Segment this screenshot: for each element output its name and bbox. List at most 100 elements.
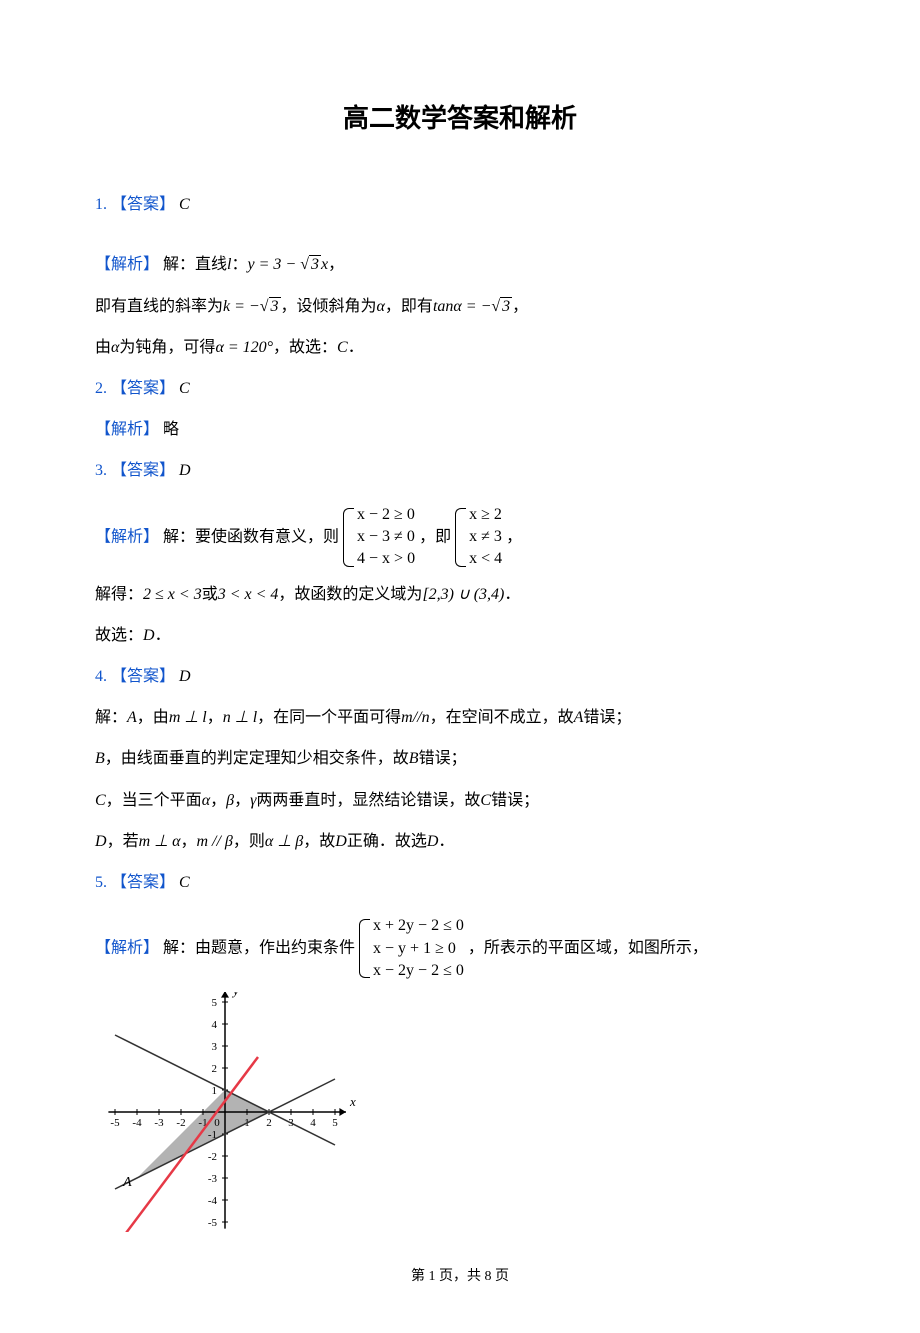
math: y = 3 − √3x: [248, 255, 329, 273]
math: 2 ≤ x < 3: [143, 586, 202, 603]
text: ，由线面垂直的判定定理知少相交条件，故: [105, 750, 409, 767]
text: 错误；: [419, 750, 467, 767]
opt: A: [574, 709, 584, 726]
svg-text:4: 4: [310, 1117, 316, 1129]
svg-text:3: 3: [212, 1041, 218, 1053]
answer-label: 【答案】: [111, 874, 175, 891]
answer-label: 【答案】: [111, 462, 175, 479]
math: α: [377, 298, 385, 315]
answer-label: 【答案】: [111, 196, 175, 213]
text: ，在空间不成立，故: [430, 709, 574, 726]
svg-text:1: 1: [212, 1085, 218, 1097]
text: ，: [506, 528, 522, 545]
text: ，: [234, 792, 250, 809]
text: ，: [210, 792, 226, 809]
text: ，若: [107, 833, 139, 850]
math: α: [202, 792, 210, 809]
text: ．: [348, 339, 364, 356]
footer-text: 页: [492, 1269, 510, 1284]
text: ，由: [137, 709, 169, 726]
opt: B: [95, 750, 105, 767]
q1-analysis-line3: 由α为钝角，可得α = 120°，故选：C．: [95, 330, 825, 365]
opt: D: [427, 833, 439, 850]
opt: B: [409, 750, 419, 767]
text: ，: [512, 298, 528, 315]
q3-answer-line: 3. 【答案】 D: [95, 453, 825, 488]
math: k = −√3: [223, 297, 280, 315]
text: 即有直线的斜率为: [95, 298, 223, 315]
svg-text:-5: -5: [110, 1117, 120, 1129]
q2-number: 2.: [95, 380, 107, 397]
q3-analysis-line3: 故选：D．: [95, 618, 825, 653]
answer-label: 【答案】: [111, 380, 175, 397]
opt: C: [480, 792, 491, 809]
svg-text:-3: -3: [154, 1117, 164, 1129]
math: m ⊥ l: [169, 709, 207, 726]
text: 由: [95, 339, 111, 356]
svg-text:y: y: [231, 992, 239, 998]
system-1: x − 2 ≥ 0 x − 3 ≠ 0 4 − x > 0: [343, 504, 415, 571]
text: ，所表示的平面区域，如图所示，: [468, 939, 708, 956]
q3-analysis-line1: 【解析】 解：要使函数有意义，则 x − 2 ≥ 0 x − 3 ≠ 0 4 −…: [95, 504, 825, 571]
text: 解得：: [95, 586, 143, 603]
q2-answer-line: 2. 【答案】 C: [95, 371, 825, 406]
text: 为钝角，可得: [119, 339, 215, 356]
opt: C: [95, 792, 106, 809]
svg-text:2: 2: [212, 1063, 218, 1075]
math: β: [226, 792, 234, 809]
math: [2,3) ∪ (3,4): [422, 586, 504, 603]
analysis-label: 【解析】: [95, 421, 159, 438]
q5-answer-line: 5. 【答案】 C: [95, 865, 825, 900]
q5-graph: -5-4-3-2-1123450-5-4-3-2-112345xyA: [95, 992, 825, 1232]
math: α = 120°: [215, 339, 273, 356]
svg-text:x: x: [349, 1094, 356, 1109]
q3-number: 3.: [95, 462, 107, 479]
analysis-label: 【解析】: [95, 256, 159, 273]
text: ，: [328, 256, 344, 273]
text: 故选：: [95, 627, 143, 644]
system-q5: x + 2y − 2 ≤ 0 x − y + 1 ≥ 0 x − 2y − 2 …: [359, 915, 464, 982]
text: ．: [155, 627, 171, 644]
text: ．: [438, 833, 454, 850]
q1-answer-line: 1. 【答案】 C: [95, 187, 825, 222]
q5-answer: C: [179, 874, 190, 891]
text: ．: [504, 586, 520, 603]
text: 略: [163, 421, 179, 438]
q1-analysis-line1: 【解析】 解：直线l：y = 3 − √3x，: [95, 247, 825, 282]
text: 或: [202, 586, 218, 603]
text: ，即有: [385, 298, 433, 315]
page-title: 高二数学答案和解析: [95, 90, 825, 147]
text: 解：直线: [163, 256, 227, 273]
text: 解：: [95, 709, 127, 726]
svg-text:-2: -2: [176, 1117, 185, 1129]
math: m//n: [401, 709, 429, 726]
footer-page: 1: [429, 1269, 436, 1284]
footer-total: 8: [485, 1269, 492, 1284]
footer-text: 页，共: [436, 1269, 485, 1284]
text: ，即: [419, 528, 451, 545]
svg-text:0: 0: [214, 1117, 220, 1129]
svg-text:-4: -4: [132, 1117, 142, 1129]
svg-text:4: 4: [212, 1019, 218, 1031]
q2-answer: C: [179, 380, 190, 397]
text: ，故: [303, 833, 335, 850]
svg-text:-3: -3: [208, 1173, 218, 1185]
q4-line4: D，若m ⊥ α，m // β，则α ⊥ β，故D正确．故选D．: [95, 824, 825, 859]
svg-text:-2: -2: [208, 1151, 217, 1163]
q4-answer: D: [179, 668, 191, 685]
math: α ⊥ β: [265, 833, 303, 850]
opt: D: [335, 833, 347, 850]
text: ，故选：: [273, 339, 337, 356]
opt: A: [127, 709, 137, 726]
q3-analysis-line2: 解得：2 ≤ x < 3或3 < x < 4，故函数的定义域为[2,3) ∪ (…: [95, 577, 825, 612]
answer-letter: D: [143, 627, 155, 644]
q1-number: 1.: [95, 196, 107, 213]
text: ，则: [233, 833, 265, 850]
q4-answer-line: 4. 【答案】 D: [95, 659, 825, 694]
system-2: x ≥ 2 x ≠ 3 x < 4: [455, 504, 502, 571]
analysis-label: 【解析】: [95, 528, 159, 545]
math: m // β: [196, 833, 232, 850]
q4-number: 4.: [95, 668, 107, 685]
page-footer: 第 1 页，共 8 页: [95, 1262, 825, 1293]
q1-analysis-line2: 即有直线的斜率为k = −√3，设倾斜角为α，即有tanα = −√3，: [95, 289, 825, 324]
